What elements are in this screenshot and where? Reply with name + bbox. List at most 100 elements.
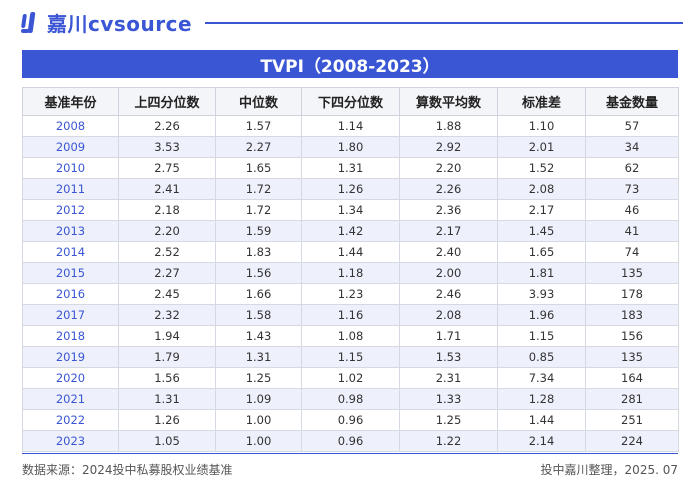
year-cell: 2008 [22, 115, 119, 137]
table-row: 2018 1.94 1.43 1.08 1.71 1.15 156 [22, 325, 679, 347]
year-cell: 2011 [22, 178, 119, 200]
value-cell: 46 [585, 199, 679, 221]
value-cell: 1.94 [118, 325, 216, 347]
value-cell: 2.26 [399, 178, 498, 200]
table-row: 2014 2.52 1.83 1.44 2.40 1.65 74 [22, 241, 679, 263]
year-cell: 2013 [22, 220, 119, 242]
year-cell: 2014 [22, 241, 119, 263]
value-cell: 251 [585, 409, 679, 431]
value-cell: 2.18 [118, 199, 216, 221]
year-cell: 2012 [22, 199, 119, 221]
value-cell: 1.65 [497, 241, 586, 263]
value-cell: 2.08 [399, 304, 498, 326]
value-cell: 2.01 [497, 136, 586, 158]
value-cell: 1.96 [497, 304, 586, 326]
table-row: 2008 2.26 1.57 1.14 1.88 1.10 57 [22, 115, 679, 137]
value-cell: 1.58 [215, 304, 302, 326]
value-cell: 183 [585, 304, 679, 326]
year-cell: 2015 [22, 262, 119, 284]
value-cell: 2.27 [118, 262, 216, 284]
value-cell: 1.80 [301, 136, 400, 158]
brand-name: 嘉川cvsource [47, 12, 193, 36]
value-cell: 1.09 [215, 388, 302, 410]
header: 嘉川cvsource [0, 0, 700, 46]
value-cell: 2.32 [118, 304, 216, 326]
year-cell: 2020 [22, 367, 119, 389]
value-cell: 2.46 [399, 283, 498, 305]
footer-divider [22, 453, 678, 454]
table-body: 2008 2.26 1.57 1.14 1.88 1.10 57 2009 3.53 2.27 1.… [22, 115, 679, 452]
value-cell: 1.79 [118, 346, 216, 368]
value-cell: 1.26 [118, 409, 216, 431]
value-cell: 2.17 [497, 199, 586, 221]
brand-logo: 嘉川cvsource [20, 8, 192, 37]
value-cell: 1.33 [399, 388, 498, 410]
column-header: 算数平均数 [399, 87, 498, 116]
value-cell: 1.53 [399, 346, 498, 368]
value-cell: 0.96 [301, 409, 400, 431]
value-cell: 3.53 [118, 136, 216, 158]
value-cell: 1.52 [497, 157, 586, 179]
value-cell: 1.83 [215, 241, 302, 263]
value-cell: 1.22 [399, 430, 498, 452]
table-row: 2010 2.75 1.65 1.31 2.20 1.52 62 [22, 157, 679, 179]
value-cell: 1.65 [215, 157, 302, 179]
value-cell: 1.88 [399, 115, 498, 137]
value-cell: 2.08 [497, 178, 586, 200]
table-row: 2012 2.18 1.72 1.34 2.36 2.17 46 [22, 199, 679, 221]
value-cell: 1.00 [215, 409, 302, 431]
year-cell: 2022 [22, 409, 119, 431]
table-title: TVPI（2008-2023） [22, 50, 678, 78]
value-cell: 2.31 [399, 367, 498, 389]
value-cell: 1.72 [215, 178, 302, 200]
column-header: 标准差 [497, 87, 586, 116]
value-cell: 2.00 [399, 262, 498, 284]
value-cell: 135 [585, 262, 679, 284]
value-cell: 281 [585, 388, 679, 410]
value-cell: 1.59 [215, 220, 302, 242]
table-row: 2013 2.20 1.59 1.42 2.17 1.45 41 [22, 220, 679, 242]
column-header: 基准年份 [22, 87, 119, 116]
value-cell: 1.28 [497, 388, 586, 410]
value-cell: 1.42 [301, 220, 400, 242]
value-cell: 1.05 [118, 430, 216, 452]
value-cell: 2.45 [118, 283, 216, 305]
value-cell: 1.25 [215, 367, 302, 389]
value-cell: 1.14 [301, 115, 400, 137]
value-cell: 1.00 [215, 430, 302, 452]
value-cell: 1.66 [215, 283, 302, 305]
column-header: 上四分位数 [118, 87, 216, 116]
value-cell: 0.96 [301, 430, 400, 452]
table-row: 2021 1.31 1.09 0.98 1.33 1.28 281 [22, 388, 679, 410]
value-cell: 2.17 [399, 220, 498, 242]
value-cell: 2.27 [215, 136, 302, 158]
logo-icon [20, 11, 42, 35]
value-cell: 3.93 [497, 283, 586, 305]
value-cell: 1.44 [497, 409, 586, 431]
value-cell: 1.10 [497, 115, 586, 137]
year-cell: 2016 [22, 283, 119, 305]
value-cell: 2.14 [497, 430, 586, 452]
column-header: 下四分位数 [301, 87, 400, 116]
value-cell: 1.15 [301, 346, 400, 368]
table-row: 2009 3.53 2.27 1.80 2.92 2.01 34 [22, 136, 679, 158]
value-cell: 1.02 [301, 367, 400, 389]
value-cell: 2.75 [118, 157, 216, 179]
header-divider [205, 22, 683, 24]
year-cell: 2021 [22, 388, 119, 410]
value-cell: 1.31 [301, 157, 400, 179]
value-cell: 1.45 [497, 220, 586, 242]
value-cell: 57 [585, 115, 679, 137]
table-row: 2017 2.32 1.58 1.16 2.08 1.96 183 [22, 304, 679, 326]
year-cell: 2019 [22, 346, 119, 368]
table-header-row: 基准年份 上四分位数 中位数 下四分位数 算数平均数 标准差 基金数量 [22, 87, 679, 116]
table-row: 2015 2.27 1.56 1.18 2.00 1.81 135 [22, 262, 679, 284]
value-cell: 1.18 [301, 262, 400, 284]
value-cell: 1.57 [215, 115, 302, 137]
table-row: 2019 1.79 1.31 1.15 1.53 0.85 135 [22, 346, 679, 368]
table-row: 2020 1.56 1.25 1.02 2.31 7.34 164 [22, 367, 679, 389]
value-cell: 41 [585, 220, 679, 242]
value-cell: 1.44 [301, 241, 400, 263]
value-cell: 7.34 [497, 367, 586, 389]
tvpi-table: 基准年份 上四分位数 中位数 下四分位数 算数平均数 标准差 基金数量 2008 2.26 1.… [22, 87, 679, 452]
